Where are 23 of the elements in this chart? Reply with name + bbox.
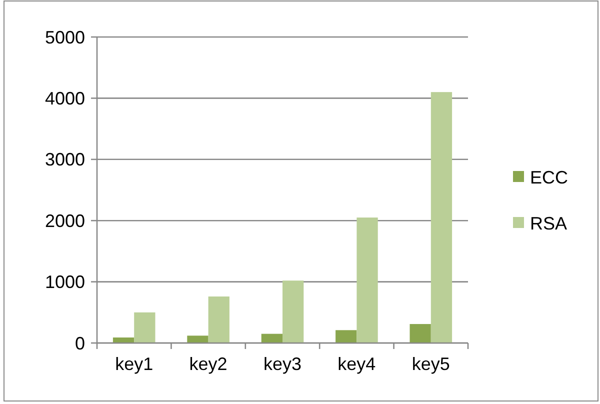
bar	[410, 324, 431, 343]
legend-label: ECC	[530, 167, 568, 188]
x-tick-label: key3	[263, 354, 302, 374]
bar	[187, 336, 208, 343]
x-tick-label: key2	[189, 354, 228, 374]
bar	[430, 92, 452, 343]
y-tick-label: 0	[74, 333, 85, 354]
y-tick-label: 4000	[44, 88, 85, 108]
bar	[356, 218, 378, 343]
x-tick-label: key5	[412, 354, 450, 374]
y-tick-label: 1000	[44, 272, 85, 292]
y-tick-label: 3000	[44, 150, 85, 170]
legend-label: RSA	[530, 213, 568, 234]
bar	[134, 312, 156, 343]
bar	[208, 296, 230, 343]
y-tick-label: 2000	[44, 210, 85, 231]
x-tick-label: key1	[115, 354, 154, 374]
x-tick-label: key4	[338, 354, 376, 374]
bar	[261, 334, 282, 343]
bar	[282, 280, 304, 343]
y-tick-label: 5000	[44, 27, 85, 48]
bar	[112, 337, 134, 343]
bar	[336, 330, 357, 343]
